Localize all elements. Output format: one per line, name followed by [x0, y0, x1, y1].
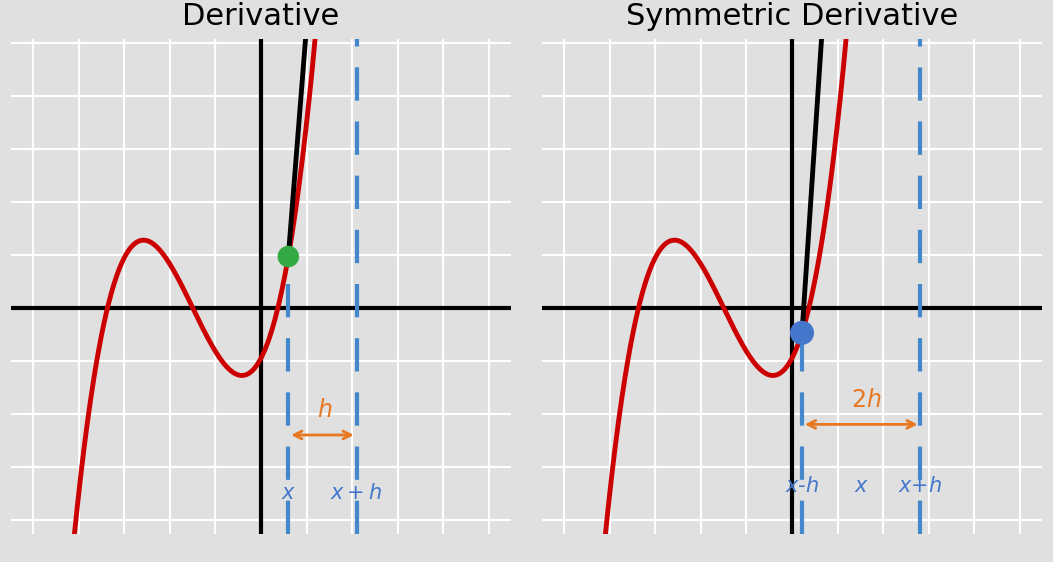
Text: $h$: $h$: [317, 398, 333, 422]
Text: $x$: $x$: [854, 475, 869, 496]
Title: Derivative: Derivative: [182, 2, 340, 31]
Text: $x$-$h$: $x$-$h$: [784, 475, 819, 496]
Point: [280, 252, 297, 261]
Point: [794, 328, 811, 337]
Title: Symmetric Derivative: Symmetric Derivative: [625, 2, 958, 31]
Text: $x$+$h$: $x$+$h$: [898, 475, 942, 496]
Text: $2h$: $2h$: [851, 388, 881, 412]
Text: $x+h$: $x+h$: [331, 483, 383, 502]
Text: $x$: $x$: [281, 483, 296, 502]
